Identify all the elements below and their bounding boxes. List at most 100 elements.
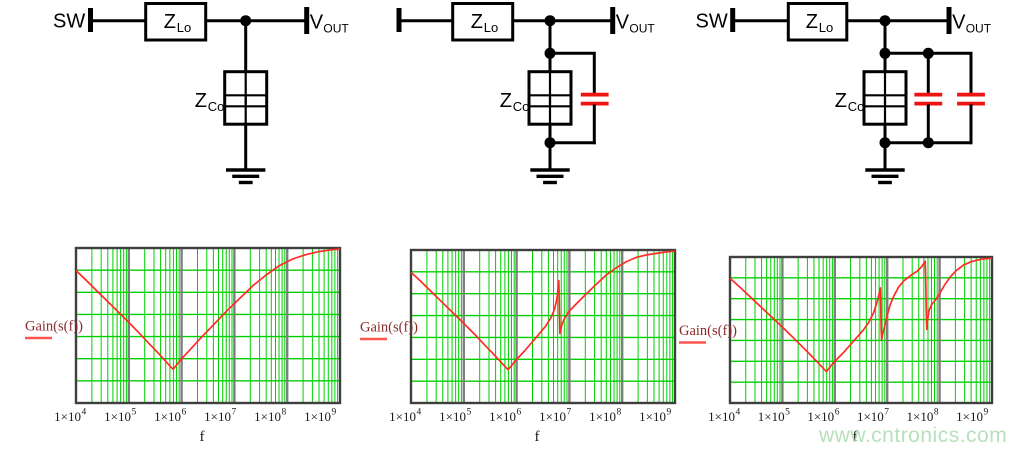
circuit-schematics: SW Z Lo V OUT Z Co: [53, 2, 992, 185]
x-axis-tick-labels: 1×10 4 1×10 5 1×10 6 1×10 7 1×10 8 1×10 9: [389, 408, 671, 425]
plot-frame: [409, 248, 677, 405]
x-tick-exponent: 4: [736, 408, 741, 418]
x-tick-base: 1×10: [857, 409, 884, 424]
gain-curve: [729, 257, 993, 373]
x-tick-base: 1×10: [807, 409, 834, 424]
y-axis-legend: Gain(s(f)): [360, 320, 418, 336]
x-tick-exponent: 6: [835, 408, 840, 418]
x-axis-label: f: [853, 429, 858, 445]
zlo-label-sub: Lo: [819, 20, 833, 35]
x-tick-base: 1×10: [639, 409, 666, 424]
ground-symbol: [865, 168, 905, 185]
x-tick-base: 1×10: [589, 409, 616, 424]
x-tick-exponent: 8: [282, 408, 287, 418]
circuit-single-cap: SW Z Lo V OUT Z Co: [53, 2, 349, 185]
junction-dot: [879, 47, 891, 59]
x-axis-tick-labels: 1×10 4 1×10 5 1×10 6 1×10 7 1×10 8 1×10 9: [54, 408, 336, 425]
x-tick-base: 1×10: [154, 409, 181, 424]
x-tick-base: 1×10: [104, 409, 131, 424]
inductor-impedance-box: [786, 2, 849, 42]
x-tick-exponent: 9: [984, 408, 989, 418]
horizontal-gridlines: [76, 269, 340, 382]
x-tick-exponent: 6: [182, 408, 187, 418]
junction-dot: [879, 15, 891, 27]
circuit-one-added-cap: Z Lo V OUT Z Co: [396, 2, 655, 185]
y-axis-legend: Gain(s(f)): [679, 323, 737, 339]
junction-dot: [544, 137, 556, 149]
junction-dot: [240, 15, 252, 27]
sw-label: SW: [53, 11, 85, 33]
x-tick-base: 1×10: [254, 409, 281, 424]
gain-curve: [410, 250, 676, 371]
zlo-label-sub: Lo: [484, 20, 498, 35]
plot-frame: [728, 255, 994, 405]
decade-gridlines: [127, 248, 289, 403]
x-tick-base: 1×10: [304, 409, 331, 424]
x-tick-exponent: 7: [232, 408, 237, 418]
decade-gridlines: [462, 250, 624, 403]
x-tick-base: 1×10: [758, 409, 785, 424]
x-tick-base: 1×10: [489, 409, 516, 424]
y-axis-legend: Gain(s(f)): [25, 319, 83, 335]
added-ceramic-cap-icon: [580, 92, 609, 145]
ground-symbol: [225, 168, 266, 185]
plot-frame: [74, 246, 342, 405]
output-capacitor-symbol: [527, 70, 573, 126]
x-tick-base: 1×10: [539, 409, 566, 424]
decade-gridlines: [781, 257, 941, 403]
sw-label: SW: [696, 11, 728, 33]
x-tick-exponent: 5: [467, 408, 472, 418]
x-tick-exponent: 9: [332, 408, 337, 418]
branch-wire: [550, 51, 596, 94]
junction-dot: [922, 137, 934, 149]
output-capacitor-symbol: [223, 70, 269, 126]
added-ceramic-cap-icon: [914, 53, 943, 145]
x-tick-base: 1×10: [907, 409, 934, 424]
x-tick-exponent: 6: [517, 408, 522, 418]
zco-label-sub: Co: [848, 99, 865, 114]
branch-wire: [885, 51, 973, 94]
inductor-impedance-box: [144, 2, 208, 42]
x-tick-exponent: 5: [132, 408, 137, 418]
added-ceramic-cap-icon: [957, 92, 985, 145]
x-tick-base: 1×10: [708, 409, 735, 424]
minor-log-gridlines: [745, 257, 991, 403]
zco-label-main: Z: [195, 90, 207, 112]
x-tick-exponent: 5: [785, 408, 790, 418]
junction-dot: [544, 15, 556, 27]
zlo-label-main: Z: [806, 11, 818, 33]
x-tick-exponent: 8: [617, 408, 622, 418]
junction-dot: [922, 47, 934, 59]
x-tick-base: 1×10: [389, 409, 416, 424]
x-tick-exponent: 8: [934, 408, 939, 418]
circuit-two-added-caps: SW Z Lo V OUT: [696, 2, 992, 185]
gain-plot-3: 1×10 4 1×10 5 1×10 6 1×10 7 1×10 8 1×10 9fGain(s(f)…: [679, 255, 994, 445]
x-tick-base: 1×10: [204, 409, 231, 424]
zlo-label-main: Z: [471, 11, 483, 33]
zco-label-main: Z: [835, 90, 847, 112]
vout-label-main: V: [952, 12, 966, 34]
gain-curve: [75, 248, 341, 371]
vout-label-main: V: [310, 12, 324, 34]
minor-log-gridlines: [426, 250, 674, 403]
inductor-impedance-box: [451, 2, 515, 42]
x-axis-label: f: [535, 429, 540, 445]
x-tick-base: 1×10: [439, 409, 466, 424]
vout-label-main: V: [616, 12, 630, 34]
gain-plot-1: 1×10 4 1×10 5 1×10 6 1×10 7 1×10 8 1×10 9fGain(s(f)…: [25, 246, 342, 445]
x-tick-exponent: 7: [884, 408, 889, 418]
x-tick-exponent: 9: [667, 408, 672, 418]
junction-dot: [544, 47, 556, 59]
zlo-label-sub: Lo: [177, 20, 191, 35]
vout-label-sub: OUT: [323, 22, 349, 36]
zco-label-main: Z: [500, 90, 512, 112]
x-tick-base: 1×10: [956, 409, 983, 424]
zco-label-sub: Co: [208, 99, 225, 114]
x-tick-exponent: 4: [417, 408, 422, 418]
x-tick-base: 1×10: [54, 409, 81, 424]
vout-label-sub: OUT: [629, 22, 655, 36]
x-tick-exponent: 4: [82, 408, 87, 418]
horizontal-gridlines: [411, 271, 675, 382]
x-axis-tick-labels: 1×10 4 1×10 5 1×10 6 1×10 7 1×10 8 1×10 9: [708, 408, 988, 425]
